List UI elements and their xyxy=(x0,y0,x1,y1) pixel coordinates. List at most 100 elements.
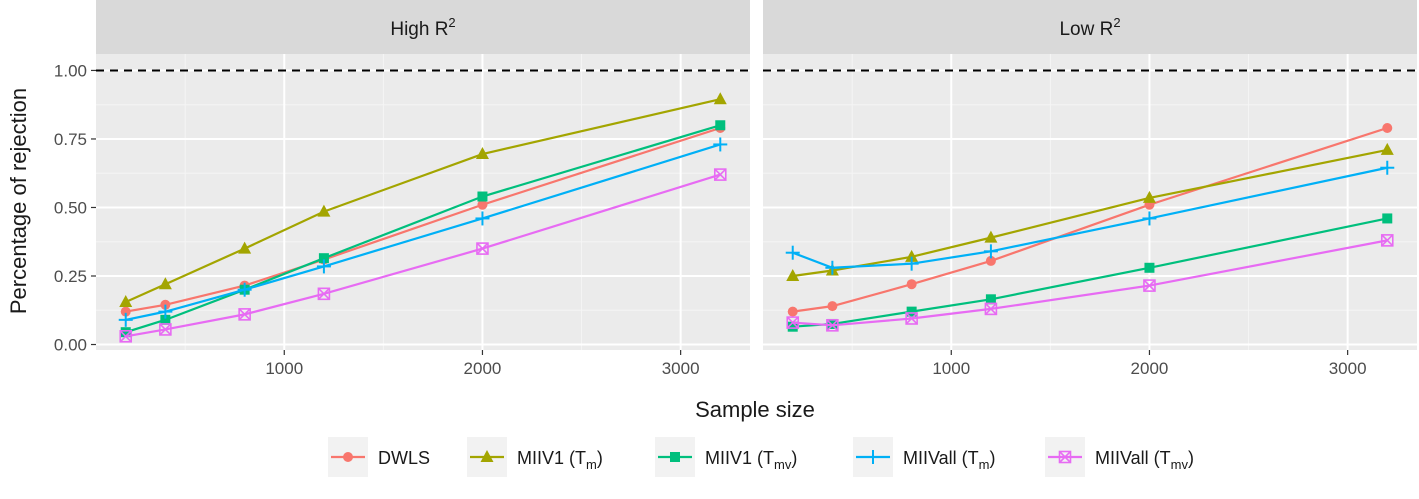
strip-background xyxy=(96,0,750,54)
data-point xyxy=(715,120,726,131)
data-point xyxy=(476,242,489,255)
data-point xyxy=(158,304,173,319)
legend-label-close: ) xyxy=(990,448,996,468)
data-point xyxy=(826,319,839,332)
y-axis-title: Percentage of rejection xyxy=(6,88,31,314)
series-2 xyxy=(119,92,727,308)
data-point xyxy=(1382,123,1393,133)
facet-panel-1: High R2 1000 2000 3000 0.00 0.25 0.50 0.75 1.00 xyxy=(54,0,750,378)
data-point xyxy=(985,255,996,266)
data-point xyxy=(905,312,918,325)
data-point xyxy=(158,277,172,290)
legend-label-main: MIIVall (T xyxy=(1095,448,1171,468)
strip-title-main: Low R xyxy=(1059,19,1113,40)
data-point xyxy=(475,211,490,226)
legend-label-subscript: m xyxy=(979,457,990,472)
data-point xyxy=(785,245,800,260)
data-point xyxy=(237,282,252,297)
legend-label-close: ) xyxy=(791,448,797,468)
series-line xyxy=(125,124,721,334)
strip-title: Low R2 xyxy=(1059,15,1120,40)
data-point xyxy=(119,329,133,343)
legend: DWLS MIIV1 (Tm) MIIV1 (Tmv) MIIVall (Tm) MII… xyxy=(328,437,1194,477)
data-point xyxy=(906,306,917,317)
x-tick-label: 3000 xyxy=(662,359,700,378)
data-point xyxy=(713,92,727,105)
data-point xyxy=(1380,142,1394,155)
legend-label-main: MIIVall (T xyxy=(903,448,979,468)
data-point xyxy=(159,323,172,336)
y-tick-label: 1.00 xyxy=(54,61,87,80)
legend-label-close: ) xyxy=(1188,448,1194,468)
legend-label-main: MIIV1 (T xyxy=(517,448,586,468)
series-line xyxy=(125,173,721,338)
series-5 xyxy=(786,234,1394,332)
data-point xyxy=(787,321,798,332)
series-line xyxy=(792,126,1388,313)
data-point xyxy=(713,137,728,152)
data-point xyxy=(1142,190,1156,203)
data-point xyxy=(318,253,329,264)
data-point xyxy=(1142,211,1157,226)
strip-title-superscript: 2 xyxy=(1113,15,1120,30)
data-point xyxy=(1143,279,1156,292)
legend-item-3: MIIV1 (Tmv) xyxy=(655,437,797,477)
x-tick-label: 2000 xyxy=(1131,359,1169,378)
x-tick-label: 1000 xyxy=(265,359,303,378)
data-point xyxy=(827,301,838,312)
series-line xyxy=(792,148,1388,278)
legend-key-marker xyxy=(866,450,880,464)
data-point xyxy=(983,244,998,259)
series-line xyxy=(792,166,1388,269)
strip-title-main: High R xyxy=(390,19,448,40)
data-point xyxy=(238,241,252,254)
data-point xyxy=(1382,213,1393,224)
data-point xyxy=(120,327,131,338)
legend-label: MIIVall (Tm) xyxy=(903,448,996,472)
series-4 xyxy=(118,137,728,327)
data-point xyxy=(120,306,131,317)
legend-item-2: MIIV1 (Tm) xyxy=(467,437,603,477)
facet-panel-2: Low R2 1000 2000 3000 xyxy=(763,0,1417,378)
series-line xyxy=(792,239,1388,327)
y-tick-label: 0.00 xyxy=(54,336,87,355)
legend-key-marker xyxy=(670,452,680,462)
legend-label-close: ) xyxy=(597,448,603,468)
x-tick-label: 3000 xyxy=(1329,359,1367,378)
legend-label: MIIV1 (Tm) xyxy=(517,448,603,472)
legend-label-subscript: m xyxy=(586,457,597,472)
data-point xyxy=(238,308,251,321)
legend-label: DWLS xyxy=(378,448,430,468)
data-point xyxy=(984,230,998,243)
y-tick-label: 0.25 xyxy=(54,267,87,286)
plot-background xyxy=(763,54,1417,350)
x-tick-label: 2000 xyxy=(464,359,502,378)
data-point xyxy=(160,314,171,325)
legend-label: MIIVall (Tmv) xyxy=(1095,448,1194,472)
legend-item-5: MIIVall (Tmv) xyxy=(1045,437,1194,477)
data-point xyxy=(317,287,331,301)
legend-label-subscript: mv xyxy=(774,457,792,472)
data-point xyxy=(985,294,996,305)
series-line xyxy=(125,143,721,321)
series-2 xyxy=(786,142,1394,281)
x-axis-title: Sample size xyxy=(695,397,815,422)
data-point xyxy=(475,147,489,160)
data-point xyxy=(905,249,919,262)
data-point xyxy=(786,269,800,281)
data-point xyxy=(477,191,488,202)
legend-label-main: DWLS xyxy=(378,448,430,468)
legend-item-4: MIIVall (Tm) xyxy=(853,437,996,477)
series-line xyxy=(125,126,721,313)
y-tick-label: 0.75 xyxy=(54,130,87,149)
legend-key-marker xyxy=(480,450,494,462)
data-point xyxy=(316,259,331,274)
data-point xyxy=(984,302,998,316)
legend-key-marker xyxy=(1058,450,1072,464)
data-point xyxy=(786,316,800,329)
strip-title: High R2 xyxy=(390,15,455,40)
data-point xyxy=(1144,262,1155,273)
series-1 xyxy=(787,123,1393,317)
